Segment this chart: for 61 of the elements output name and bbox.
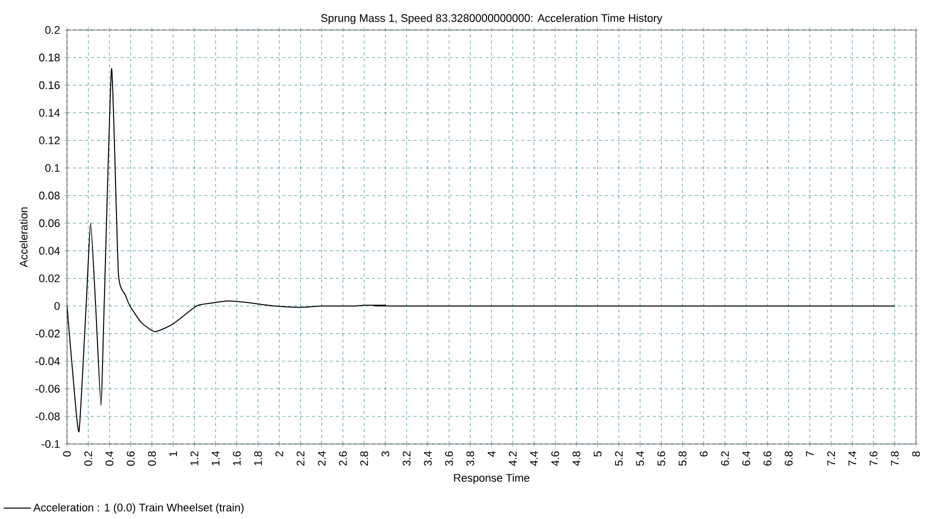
y-tick-label: 0.14 xyxy=(39,108,60,117)
y-tick-label: -0.04 xyxy=(36,357,60,366)
x-tick-label: 4.2 xyxy=(508,451,517,466)
y-tick-label: -0.02 xyxy=(36,330,60,338)
x-tick-label: 5 xyxy=(594,451,602,457)
x-tick-label: 2 xyxy=(275,451,284,456)
x-tick-label: 4 xyxy=(488,451,496,457)
y-tick-label: -0.1 xyxy=(42,440,60,448)
x-tick-label: 2.2 xyxy=(296,451,304,466)
x-tick-label: 7.2 xyxy=(827,451,835,466)
legend-label: Acceleration : 1 (0.0) Train Wheelset (train) xyxy=(33,503,244,514)
x-tick-label: 1 xyxy=(169,451,177,456)
x-tick-label: 3.8 xyxy=(466,451,474,466)
x-tick-label: 6.2 xyxy=(721,451,729,466)
x-tick-label: 2.6 xyxy=(339,451,347,466)
x-tick-label: 0.8 xyxy=(148,451,156,466)
x-tick-label: 1.8 xyxy=(254,451,262,466)
y-tick-label: 0.1 xyxy=(45,164,60,172)
x-tick-label: 5.6 xyxy=(657,451,666,466)
chart-title: Sprung Mass 1, Speed 83.3280000000000: Acceleration Time History xyxy=(321,14,662,24)
y-axis-title: Acceleration xyxy=(19,207,28,268)
x-tick-label: 4.6 xyxy=(551,451,560,466)
x-tick-label: 3 xyxy=(381,451,390,457)
x-tick-label: 0.6 xyxy=(126,451,135,466)
y-tick-label: 0.06 xyxy=(39,219,60,228)
x-tick-label: 7.6 xyxy=(870,451,878,466)
x-tick-label: 7.8 xyxy=(890,451,899,466)
x-tick-label: 6 xyxy=(700,451,708,456)
y-tick-label: 0.18 xyxy=(39,54,60,62)
x-tick-label: 5.8 xyxy=(678,451,686,466)
x-tick-label: 1.4 xyxy=(212,451,220,466)
x-axis-title: Response Time xyxy=(454,474,530,484)
x-tick-label: 2.4 xyxy=(318,451,326,466)
x-tick-label: 1.2 xyxy=(190,451,198,466)
y-tick-label: 0 xyxy=(54,302,60,310)
x-tick-label: 1.6 xyxy=(232,451,241,466)
x-tick-label: 3.6 xyxy=(445,451,453,466)
x-tick-label: 6.4 xyxy=(742,451,750,466)
x-tick-label: 5.4 xyxy=(636,451,644,466)
y-tick-label: -0.08 xyxy=(36,412,60,420)
y-tick-label: 0.02 xyxy=(39,274,60,282)
x-tick-label: 7.4 xyxy=(848,451,856,466)
y-tick-label: 0.12 xyxy=(39,136,60,144)
x-tick-label: 4.8 xyxy=(572,451,580,466)
y-tick-label: 0.04 xyxy=(39,246,60,255)
x-tick-label: 3.2 xyxy=(402,451,410,466)
x-tick-label: 0 xyxy=(63,451,71,457)
x-tick-label: 4.4 xyxy=(530,451,538,466)
x-tick-label: 7 xyxy=(806,451,814,456)
y-tick-label: 0.16 xyxy=(39,81,60,90)
x-tick-label: 0.2 xyxy=(84,451,92,466)
x-tick-label: 2.8 xyxy=(360,451,368,466)
x-tick-label: 3.4 xyxy=(424,451,432,466)
x-tick-label: 8 xyxy=(912,451,920,456)
y-tick-label: 0.08 xyxy=(39,192,60,200)
x-tick-label: 5.2 xyxy=(614,451,623,466)
x-tick-label: 6.8 xyxy=(784,451,793,466)
y-tick-label: -0.06 xyxy=(36,384,60,393)
y-tick-label: 0.2 xyxy=(45,26,60,34)
x-tick-label: 6.6 xyxy=(764,451,772,466)
x-tick-label: 0.4 xyxy=(106,451,114,466)
